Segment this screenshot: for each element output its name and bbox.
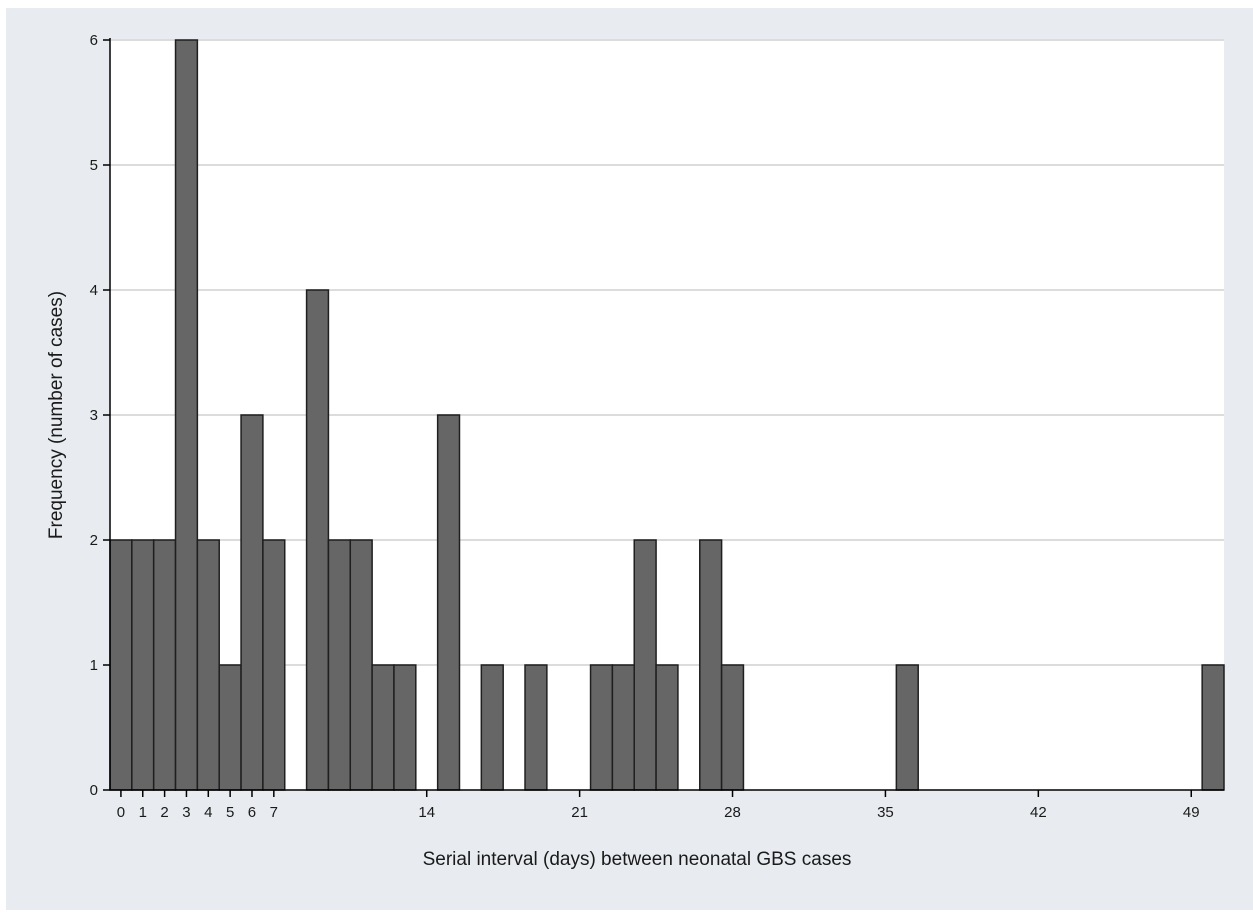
x-tick-label-7: 7 — [270, 804, 278, 821]
grid-lines — [110, 39, 1224, 666]
chart-frame: 0 1 2 3 4 5 6 0 1 2 3 4 5 6 7 14 21 28 35 42 49 Serial inter… — [6, 8, 1253, 910]
y-tick-label-2: 2 — [90, 532, 98, 549]
bar-day-4 — [196, 539, 220, 791]
bar-day-2 — [152, 539, 177, 791]
bar-day-22 — [589, 664, 614, 791]
bar-day-11 — [349, 539, 373, 791]
bar-day-6 — [240, 414, 264, 791]
x-tick-label-0: 0 — [117, 804, 125, 821]
y-tick-label-3: 3 — [90, 407, 98, 424]
y-tick-label-1: 1 — [90, 657, 98, 674]
bar-day-1 — [131, 539, 155, 791]
x-tick-label-21: 21 — [571, 804, 588, 821]
x-tick-label-28: 28 — [724, 804, 741, 821]
bar-day-3 — [174, 39, 199, 791]
bar-day-19 — [524, 664, 548, 791]
bar-day-12 — [371, 664, 395, 791]
y-tick-label-0: 0 — [90, 782, 98, 799]
bars — [109, 39, 1225, 791]
x-tick-label-49: 49 — [1183, 804, 1200, 821]
x-axis-title: Serial interval (days) between neonatal … — [423, 849, 852, 870]
bar-day-28 — [720, 664, 745, 791]
bar-day-15 — [436, 414, 461, 791]
x-tick-label-14: 14 — [418, 804, 435, 821]
bar-day-5 — [218, 664, 242, 791]
x-tick-label-2: 2 — [160, 804, 168, 821]
x-tick-label-42: 42 — [1030, 804, 1047, 821]
bar-day-36 — [895, 664, 919, 791]
bar-day-10 — [327, 539, 352, 791]
y-axis-title: Frequency (number of cases) — [46, 291, 67, 539]
x-tick-label-5: 5 — [226, 804, 234, 821]
x-tick-label-35: 35 — [877, 804, 894, 821]
y-tick-label-4: 4 — [90, 282, 98, 299]
bar-day-9 — [305, 289, 330, 791]
bar-day-13 — [393, 664, 417, 791]
bar-day-24 — [633, 539, 657, 791]
x-tick-label-4: 4 — [204, 804, 212, 821]
bar-day-25 — [655, 664, 679, 791]
bar-day-0 — [109, 539, 133, 791]
bar-day-23 — [611, 664, 635, 791]
x-tick-label-6: 6 — [248, 804, 256, 821]
bar-day-7 — [262, 539, 286, 791]
y-tick-label-6: 6 — [90, 32, 98, 49]
bar-day-50 — [1201, 664, 1225, 791]
x-tick-label-1: 1 — [139, 804, 147, 821]
y-tick-label-5: 5 — [90, 157, 98, 174]
bar-day-17 — [480, 664, 504, 791]
bar-day-27 — [699, 539, 723, 791]
x-tick-label-3: 3 — [182, 804, 190, 821]
